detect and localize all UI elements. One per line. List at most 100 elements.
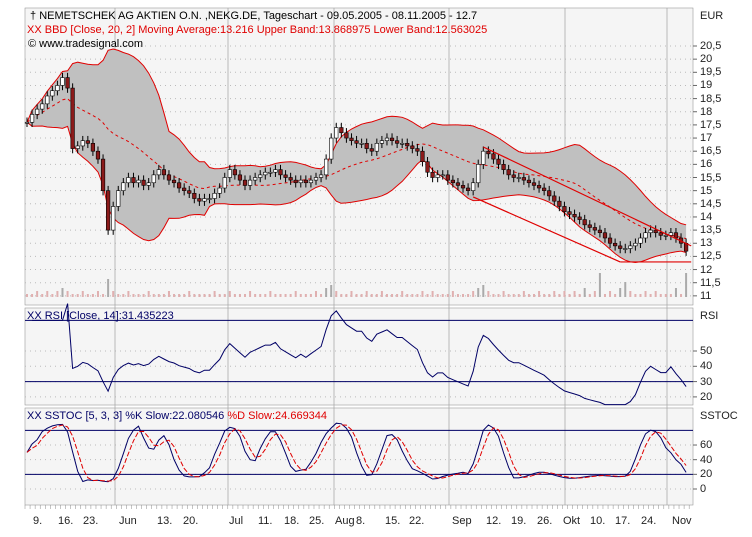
- bbd-legend: XX BBD [Close, 20, 2] Moving Average:13.…: [27, 24, 488, 36]
- candle-body: [557, 200, 562, 207]
- candle-body: [562, 206, 567, 212]
- candle-body: [197, 198, 202, 202]
- candle-body: [192, 192, 197, 199]
- instrument-icon: †: [30, 10, 37, 22]
- candle-body: [85, 140, 90, 144]
- rsi-axis-tick-label: 30: [700, 375, 713, 388]
- volume-bar: [335, 291, 338, 297]
- candle-body: [298, 179, 303, 184]
- volume-bar: [416, 294, 419, 297]
- volume-bar: [264, 294, 267, 297]
- volume-bar: [487, 291, 490, 297]
- candle-body: [526, 179, 532, 184]
- candle-body: [247, 179, 253, 186]
- candle-body: [572, 214, 577, 218]
- candle-body: [111, 206, 116, 231]
- volume-bar: [441, 294, 444, 297]
- candle-body: [384, 137, 390, 141]
- volume-bar: [193, 294, 196, 297]
- candle-body: [668, 232, 673, 236]
- candle-body: [303, 179, 308, 184]
- volume-bar: [512, 294, 515, 297]
- candle-body: [283, 174, 288, 178]
- volume-bar: [558, 294, 561, 297]
- candle-body: [288, 177, 293, 181]
- price-axis-tick-label: 19,5: [700, 66, 722, 79]
- panel-2: [24, 407, 694, 506]
- volume-bar: [568, 294, 571, 297]
- volume-bar: [112, 291, 115, 297]
- rsi-line: [32, 303, 687, 406]
- volume-bar: [259, 294, 262, 297]
- price-axis-tick-label: 18,5: [700, 92, 722, 105]
- candle-body: [106, 190, 111, 231]
- volume-bar: [614, 294, 617, 297]
- price-axis-tick-label: 15: [700, 184, 713, 197]
- candle-body: [258, 174, 263, 178]
- candle-body: [161, 169, 166, 176]
- volume-bar: [477, 288, 480, 297]
- price-axis-tick-label: 14: [700, 210, 713, 223]
- volume-bar: [269, 291, 272, 297]
- volume-bar: [543, 294, 546, 297]
- volume-bar: [188, 291, 191, 297]
- volume-bar: [203, 294, 206, 297]
- candle-body: [349, 137, 354, 141]
- bollinger-band-fill: [27, 49, 687, 263]
- volume-bar: [107, 279, 110, 297]
- candle-body: [278, 169, 283, 176]
- volume-bar: [634, 294, 637, 297]
- price-axis-tick-label: 13: [700, 237, 713, 250]
- candle-body: [531, 182, 537, 186]
- volume-bar: [218, 294, 221, 297]
- volume-bar: [330, 285, 333, 297]
- volume-bar: [213, 291, 216, 297]
- date-tick-label: Nov: [672, 515, 692, 527]
- volume-bar: [360, 294, 363, 297]
- candle-body: [95, 150, 101, 160]
- sstoc-axis-tick-label: 40: [700, 453, 713, 466]
- volume-bar: [142, 294, 145, 297]
- date-tick-label: 23.: [83, 515, 99, 527]
- date-tick-label: 10.: [590, 515, 606, 527]
- volume-bar: [375, 294, 378, 297]
- volume-bar: [502, 291, 505, 297]
- volume-bar: [406, 294, 409, 297]
- volume-bar: [71, 294, 74, 297]
- candle-body: [308, 179, 314, 184]
- price-axis-tick-label: 12,5: [700, 250, 722, 263]
- volume-bar: [66, 291, 69, 297]
- volume-bar: [446, 294, 449, 297]
- candle-body: [126, 177, 131, 184]
- candle-body: [511, 174, 516, 178]
- candle-body: [329, 137, 334, 160]
- price-axis-tick-label: 13,5: [700, 224, 722, 237]
- candle-body: [435, 174, 440, 178]
- volume-bar: [593, 291, 596, 297]
- volume-bar: [588, 294, 591, 297]
- candle-body: [577, 216, 582, 220]
- volume-bar: [102, 294, 105, 297]
- volume-bar: [117, 294, 120, 297]
- trendline: [472, 196, 621, 263]
- candle-body: [643, 232, 648, 239]
- candle-body: [445, 174, 450, 181]
- volume-bar: [426, 294, 429, 297]
- candle-body: [177, 182, 182, 189]
- candle-body: [354, 140, 359, 144]
- candle-body: [70, 87, 75, 149]
- candle-body: [121, 182, 126, 191]
- volume-bar: [370, 294, 373, 297]
- candle-body: [369, 148, 374, 152]
- volume-bar: [533, 294, 535, 297]
- volume-bar: [563, 291, 566, 297]
- candle-body: [415, 148, 420, 152]
- volume-bar: [583, 288, 586, 297]
- price-axis-tick-label: 18: [700, 105, 713, 118]
- price-axis-title: EUR: [700, 10, 724, 22]
- date-tick-label: 13.: [157, 515, 173, 527]
- volume-bar: [162, 294, 165, 297]
- volume-bar: [685, 273, 688, 297]
